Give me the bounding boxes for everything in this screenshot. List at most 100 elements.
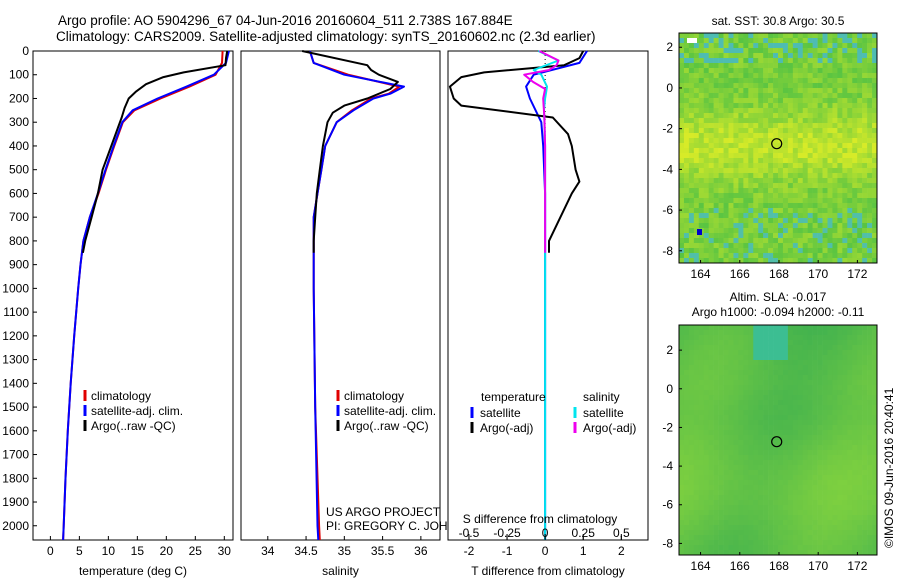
heatmap-cell xyxy=(778,228,784,234)
heatmap-cell xyxy=(832,88,838,94)
heatmap-cell xyxy=(847,485,853,491)
heatmap-cell xyxy=(738,243,744,249)
heatmap-cell xyxy=(867,188,873,194)
heatmap-cell xyxy=(683,88,690,94)
heatmap-cell xyxy=(817,335,823,341)
heatmap-cell xyxy=(693,415,700,421)
heatmap-cell xyxy=(698,163,705,169)
heatmap-cell xyxy=(753,173,759,179)
heatmap-cell xyxy=(693,380,700,386)
heatmap-cell xyxy=(782,113,789,119)
heatmap-cell xyxy=(733,43,739,49)
heatmap-cell xyxy=(782,88,789,94)
heatmap-cell xyxy=(872,515,878,521)
heatmap-cell xyxy=(708,465,714,471)
heatmap-cell xyxy=(822,365,828,371)
heatmap-cell xyxy=(713,153,719,159)
heatmap-cell xyxy=(768,530,774,536)
heatmap-cell xyxy=(847,430,853,436)
heatmap-cell xyxy=(867,435,873,441)
heatmap-cell xyxy=(832,133,838,139)
heatmap-cell xyxy=(743,128,749,134)
heatmap-cell xyxy=(773,138,779,144)
heatmap-cell xyxy=(773,258,779,264)
heatmap-cell xyxy=(842,83,848,89)
heatmap-cell xyxy=(758,48,764,54)
heatmap-cell xyxy=(698,123,705,129)
heatmap-cell xyxy=(807,208,813,214)
heatmap-cell xyxy=(748,415,754,421)
heatmap-cell xyxy=(867,143,873,149)
heatmap-cell xyxy=(778,510,784,516)
heatmap-cell xyxy=(827,410,833,416)
heatmap-cell xyxy=(802,108,808,114)
heatmap-cell xyxy=(792,485,799,491)
heatmap-cell xyxy=(768,78,774,84)
heatmap-cell xyxy=(698,43,705,49)
heatmap-cell xyxy=(778,198,784,204)
series-line-3 xyxy=(81,50,229,253)
heatmap-cell xyxy=(728,78,734,84)
heatmap-cell xyxy=(683,63,690,69)
heatmap-cell xyxy=(738,43,744,49)
heatmap-cell xyxy=(832,450,838,456)
heatmap-cell xyxy=(748,208,754,214)
heatmap-cell xyxy=(812,93,818,99)
heatmap-cell xyxy=(758,138,764,144)
heatmap-cell xyxy=(683,520,690,526)
heatmap-cell xyxy=(787,360,794,366)
heatmap-cell xyxy=(723,400,729,406)
heatmap-cell xyxy=(738,400,744,406)
heatmap-cell xyxy=(758,515,764,521)
heatmap-cell xyxy=(773,505,779,511)
heatmap-cell xyxy=(792,203,799,209)
heatmap-cell xyxy=(733,470,739,476)
heatmap-cell xyxy=(708,480,714,486)
heatmap-cell xyxy=(812,395,818,401)
heatmap-cell xyxy=(802,158,808,164)
heatmap-cell xyxy=(698,415,705,421)
heatmap-cell xyxy=(837,223,843,229)
heatmap-cell xyxy=(733,350,739,356)
heatmap-cell xyxy=(688,183,695,189)
heatmap-cell xyxy=(782,203,789,209)
heatmap-cell xyxy=(738,68,744,74)
heatmap-cell xyxy=(842,168,848,174)
heatmap-cell xyxy=(703,238,709,244)
heatmap-cell xyxy=(782,138,789,144)
heatmap-cell xyxy=(773,118,779,124)
heatmap-cell xyxy=(787,108,794,114)
heatmap-cell xyxy=(679,365,685,371)
heatmap-cell xyxy=(713,158,719,164)
heatmap-cell xyxy=(862,355,868,361)
heatmap-cell xyxy=(683,425,690,431)
heatmap-cell xyxy=(812,495,818,501)
heatmap-cell xyxy=(753,108,759,114)
heatmap-cell xyxy=(723,198,729,204)
heatmap-cell xyxy=(718,208,724,214)
heatmap-cell xyxy=(802,510,808,516)
heatmap-cell xyxy=(708,143,714,149)
heatmap-cell xyxy=(763,253,769,259)
heatmap-cell xyxy=(679,138,685,144)
heatmap-cell xyxy=(837,203,843,209)
heatmap-cell xyxy=(778,495,784,501)
heatmap-cell xyxy=(743,228,749,234)
heatmap-cell xyxy=(837,38,843,44)
map-x-tick-label: 164 xyxy=(691,267,711,281)
heatmap-cell xyxy=(763,143,769,149)
heatmap-cell xyxy=(768,370,774,376)
heatmap-cell xyxy=(862,88,868,94)
heatmap-cell xyxy=(802,330,808,336)
heatmap-cell xyxy=(797,410,804,416)
heatmap-cell xyxy=(817,38,823,44)
heatmap-cell xyxy=(842,143,848,149)
heatmap-cell xyxy=(832,380,838,386)
heatmap-cell xyxy=(852,550,858,556)
heatmap-cell xyxy=(758,520,764,526)
heatmap-cell xyxy=(718,123,724,129)
heatmap-cell xyxy=(817,485,823,491)
heatmap-cell xyxy=(733,485,739,491)
heatmap-cell xyxy=(862,143,868,149)
heatmap-cell xyxy=(753,330,759,336)
